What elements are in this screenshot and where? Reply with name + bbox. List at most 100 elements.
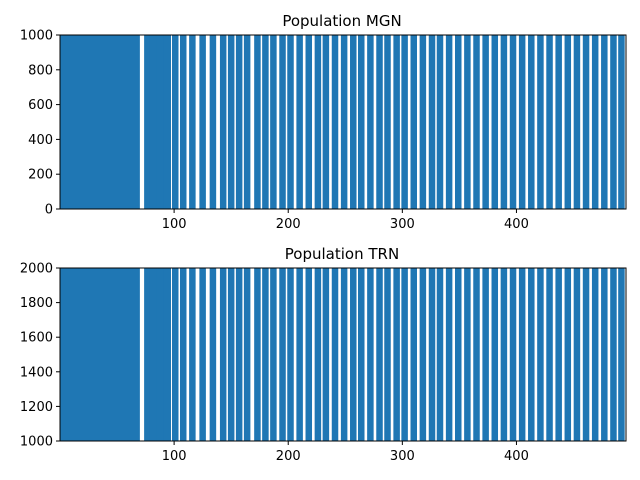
spike-burst	[376, 35, 383, 209]
spike-burst	[287, 268, 294, 441]
y-tick-label: 1000	[20, 29, 53, 44]
spike-burst	[227, 35, 235, 209]
axes-frame	[59, 34, 627, 210]
spike-burst	[419, 35, 427, 209]
spike-burst	[473, 268, 480, 441]
spike-burst	[262, 268, 269, 441]
spike-burst	[410, 35, 417, 209]
spike-burst	[393, 268, 400, 441]
spike-burst	[436, 268, 444, 441]
spike-burst	[464, 268, 471, 441]
spike-burst	[528, 268, 535, 441]
chart-title: Population MGN	[282, 12, 401, 30]
spike-burst	[235, 35, 243, 209]
spike-burst	[144, 268, 152, 441]
spike-burst	[322, 35, 330, 209]
spike-burst	[518, 35, 526, 209]
spike-burst	[482, 268, 489, 441]
spike-burst	[179, 35, 187, 209]
y-tick-label: 1800	[20, 296, 53, 311]
spike-burst	[618, 268, 625, 441]
spike-burst	[322, 268, 330, 441]
spike-burst	[445, 35, 453, 209]
spike-burst	[331, 268, 339, 441]
x-tick-label: 400	[504, 449, 529, 464]
spike-burst	[209, 35, 217, 209]
y-axis-ticks: 1000 1200 1400 1600 1800 2000	[20, 262, 60, 450]
spike-burst	[189, 35, 196, 209]
spike-burst	[340, 268, 348, 441]
spike-burst	[172, 35, 179, 209]
y-tick-label: 2000	[20, 262, 53, 277]
y-tick-label: 600	[28, 98, 53, 113]
spike-burst	[546, 35, 553, 209]
spike-burst	[199, 268, 206, 441]
spike-burst	[401, 35, 408, 209]
spike-burst	[189, 268, 196, 441]
chart-title: Population TRN	[285, 245, 399, 263]
spike-burst	[262, 35, 269, 209]
y-tick-label: 1000	[20, 435, 53, 450]
spike-burst	[491, 268, 499, 441]
spike-burst	[410, 268, 417, 441]
y-tick-label: 1400	[20, 365, 53, 380]
x-tick-label: 100	[162, 449, 187, 464]
spike-burst	[482, 35, 489, 209]
x-tick-label: 300	[390, 217, 415, 232]
spike-burst	[279, 268, 286, 441]
x-tick-label: 200	[276, 217, 301, 232]
spike-burst	[500, 268, 508, 441]
spike-burst	[500, 35, 508, 209]
spike-burst	[582, 35, 590, 209]
spike-burst	[314, 268, 322, 441]
spike-burst	[419, 268, 427, 441]
spike-burst	[610, 268, 617, 441]
plot-area	[60, 268, 625, 441]
y-tick-label: 0	[45, 203, 53, 218]
spike-burst	[243, 268, 251, 441]
spike-burst	[340, 35, 348, 209]
spike-burst	[428, 35, 436, 209]
spike-burst	[287, 35, 294, 209]
spike-burst	[445, 268, 453, 441]
spike-burst	[156, 268, 165, 441]
spike-burst	[172, 268, 179, 441]
spike-burst	[209, 268, 217, 441]
spike-burst	[573, 35, 581, 209]
spike-burst	[254, 35, 261, 209]
chart-mgn: Population MGN 100 200 300 400 0 200 400 600 80…	[20, 12, 627, 232]
spike-burst	[314, 35, 322, 209]
spike-burst	[518, 268, 526, 441]
spike-burst	[564, 268, 572, 441]
spike-burst	[219, 268, 227, 441]
dense-spike-region	[60, 35, 140, 209]
spike-burst	[601, 35, 608, 209]
spike-burst	[163, 268, 172, 441]
spike-burst	[564, 35, 572, 209]
spike-burst	[367, 268, 374, 441]
spike-burst	[358, 35, 365, 209]
spike-burst	[384, 35, 391, 209]
spike-burst	[601, 268, 608, 441]
spike-burst	[163, 35, 172, 209]
spike-burst	[149, 35, 158, 209]
x-tick-label: 100	[162, 217, 187, 232]
spike-burst	[296, 35, 303, 209]
y-tick-label: 1200	[20, 400, 53, 415]
x-tick-label: 400	[504, 217, 529, 232]
x-tick-label: 200	[276, 449, 301, 464]
spike-burst	[296, 268, 303, 441]
y-tick-label: 200	[28, 168, 53, 183]
spike-burst	[473, 35, 480, 209]
spike-burst	[358, 268, 365, 441]
spike-burst	[537, 35, 544, 209]
spike-burst	[618, 35, 625, 209]
spike-burst	[156, 35, 165, 209]
spike-burst	[235, 268, 243, 441]
spike-burst	[270, 35, 277, 209]
spike-burst	[491, 35, 499, 209]
y-axis-ticks: 0 200 400 600 800 1000	[20, 29, 60, 218]
spike-burst	[393, 35, 400, 209]
chart-trn: Population TRN 100 200 300 400 1000 1200 1400…	[20, 245, 627, 464]
spike-burst	[279, 35, 286, 209]
